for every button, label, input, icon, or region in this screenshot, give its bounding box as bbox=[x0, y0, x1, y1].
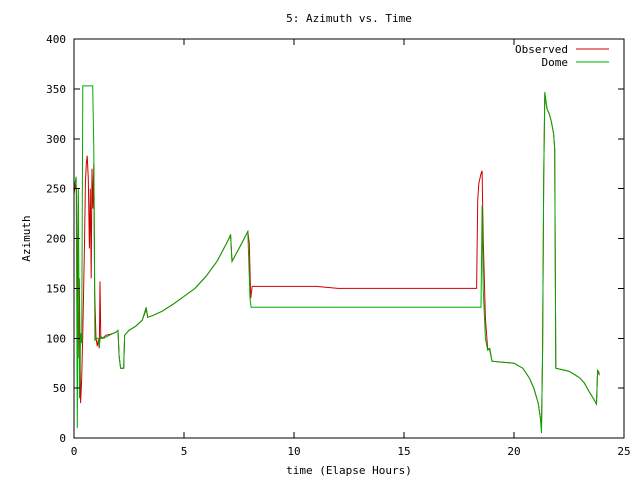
legend-label: Observed bbox=[515, 43, 568, 56]
x-axis: 0 5 10 15 20 25 bbox=[71, 39, 631, 458]
series-line-observed bbox=[73, 93, 600, 429]
y-tick-label: 250 bbox=[46, 183, 66, 196]
x-tick-label: 10 bbox=[287, 445, 300, 458]
plot-frame bbox=[73, 38, 625, 439]
y-axis: 0 50 100 150 200 250 300 350 400 bbox=[46, 33, 624, 445]
y-axis-label: Azimuth bbox=[20, 215, 33, 261]
y-tick-label: 0 bbox=[59, 432, 66, 445]
x-tick-label: 5 bbox=[181, 445, 188, 458]
y-tick-label: 350 bbox=[46, 83, 66, 96]
x-axis-label: time (Elapse Hours) bbox=[286, 464, 412, 477]
plot-area bbox=[73, 38, 625, 439]
x-tick-label: 15 bbox=[397, 445, 410, 458]
series-layer bbox=[73, 85, 600, 434]
x-tick-label: 20 bbox=[507, 445, 520, 458]
y-tick-label: 200 bbox=[46, 233, 66, 246]
y-tick-label: 100 bbox=[46, 332, 66, 345]
chart-title: 5: Azimuth vs. Time bbox=[286, 12, 412, 25]
y-tick-label: 300 bbox=[46, 133, 66, 146]
legend-label: Dome bbox=[542, 56, 569, 69]
series-line-dome bbox=[73, 85, 600, 434]
y-tick-label: 150 bbox=[46, 282, 66, 295]
x-tick-label: 25 bbox=[617, 445, 630, 458]
y-tick-label: 50 bbox=[53, 382, 66, 395]
x-tick-label: 0 bbox=[71, 445, 78, 458]
y-tick-label: 400 bbox=[46, 33, 66, 46]
